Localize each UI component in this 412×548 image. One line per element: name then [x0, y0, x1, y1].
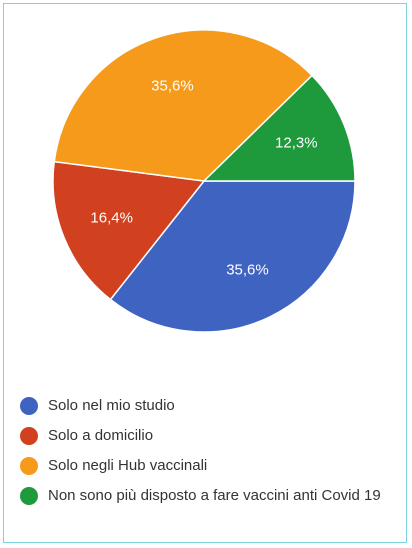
slice-label: 16,4% [90, 210, 133, 227]
slice-label: 35,6% [151, 77, 194, 94]
frame [3, 3, 407, 543]
pie-slice [53, 29, 314, 182]
pie-slice [202, 74, 356, 182]
legend-item: Solo a domicilio [20, 425, 410, 447]
chart: 35,6% 16,4% 35,6% 12,3% [52, 29, 356, 333]
legend-item: Solo negli Hub vaccinali [20, 455, 410, 477]
legend-label: Solo a domicilio [48, 427, 154, 444]
legend-swatch [20, 427, 38, 445]
pie-slice [52, 160, 206, 301]
legend-swatch [20, 487, 38, 505]
legend-swatch [20, 397, 38, 415]
legend-item: Solo nel mio studio [20, 395, 410, 417]
legend: Solo nel mio studio Solo a domicilio Solo … [20, 395, 410, 515]
pie-slice [109, 180, 356, 333]
slice-label: 35,6% [226, 262, 269, 279]
legend-label: Solo nel mio studio [48, 397, 175, 414]
legend-swatch [20, 457, 38, 475]
legend-item: Non sono più disposto a fare vaccini ant… [20, 485, 410, 507]
legend-label: Solo negli Hub vaccinali [48, 457, 208, 474]
legend-label: Non sono più disposto a fare vaccini ant… [48, 487, 381, 504]
slice-label: 12,3% [275, 134, 318, 151]
